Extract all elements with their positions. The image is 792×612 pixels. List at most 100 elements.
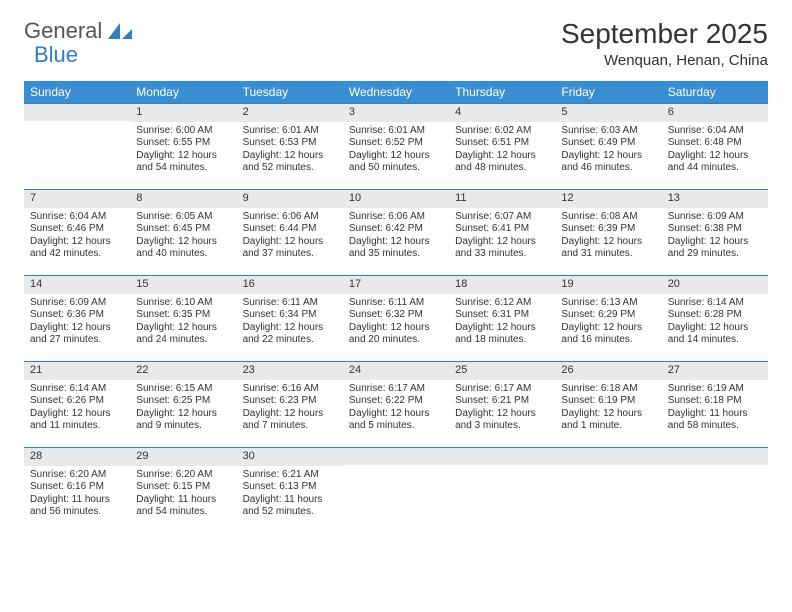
calendar-week-row: 14Sunrise: 6:09 AMSunset: 6:36 PMDayligh… [24, 275, 768, 361]
day-details: Sunrise: 6:09 AMSunset: 6:38 PMDaylight:… [662, 208, 768, 265]
weekday-header: Friday [555, 81, 661, 103]
sunset-line: Sunset: 6:26 PM [30, 395, 124, 408]
daylight-line: Daylight: 12 hours and 31 minutes. [561, 236, 655, 261]
sunrise-line: Sunrise: 6:21 AM [243, 469, 337, 482]
day-number: 29 [130, 447, 236, 466]
daylight-line: Daylight: 12 hours and 18 minutes. [455, 322, 549, 347]
day-number: 23 [237, 361, 343, 380]
daylight-line: Daylight: 12 hours and 54 minutes. [136, 150, 230, 175]
calendar-day-cell [24, 103, 130, 189]
day-number [555, 447, 661, 465]
day-details: Sunrise: 6:09 AMSunset: 6:36 PMDaylight:… [24, 294, 130, 351]
brand-logo: General [24, 18, 134, 44]
sunset-line: Sunset: 6:41 PM [455, 223, 549, 236]
day-number: 21 [24, 361, 130, 380]
day-number: 24 [343, 361, 449, 380]
calendar-day-cell: 10Sunrise: 6:06 AMSunset: 6:42 PMDayligh… [343, 189, 449, 275]
calendar-week-row: 7Sunrise: 6:04 AMSunset: 6:46 PMDaylight… [24, 189, 768, 275]
sunrise-line: Sunrise: 6:09 AM [668, 211, 762, 224]
sunset-line: Sunset: 6:44 PM [243, 223, 337, 236]
sunset-line: Sunset: 6:25 PM [136, 395, 230, 408]
day-details: Sunrise: 6:03 AMSunset: 6:49 PMDaylight:… [555, 122, 661, 179]
day-number: 7 [24, 189, 130, 208]
day-details: Sunrise: 6:20 AMSunset: 6:15 PMDaylight:… [130, 466, 236, 523]
weekday-header: Monday [130, 81, 236, 103]
daylight-line: Daylight: 11 hours and 52 minutes. [243, 494, 337, 519]
sunrise-line: Sunrise: 6:02 AM [455, 125, 549, 138]
day-number [343, 447, 449, 465]
day-number: 2 [237, 103, 343, 122]
calendar-day-cell: 19Sunrise: 6:13 AMSunset: 6:29 PMDayligh… [555, 275, 661, 361]
day-number [449, 447, 555, 465]
calendar-day-cell: 14Sunrise: 6:09 AMSunset: 6:36 PMDayligh… [24, 275, 130, 361]
day-number: 5 [555, 103, 661, 122]
sunset-line: Sunset: 6:35 PM [136, 309, 230, 322]
sunrise-line: Sunrise: 6:09 AM [30, 297, 124, 310]
weekday-header-row: Sunday Monday Tuesday Wednesday Thursday… [24, 81, 768, 103]
day-number [24, 103, 130, 121]
sunrise-line: Sunrise: 6:14 AM [668, 297, 762, 310]
sunset-line: Sunset: 6:39 PM [561, 223, 655, 236]
daylight-line: Daylight: 12 hours and 46 minutes. [561, 150, 655, 175]
calendar-day-cell: 17Sunrise: 6:11 AMSunset: 6:32 PMDayligh… [343, 275, 449, 361]
sunset-line: Sunset: 6:38 PM [668, 223, 762, 236]
day-number: 8 [130, 189, 236, 208]
sunset-line: Sunset: 6:48 PM [668, 137, 762, 150]
sunrise-line: Sunrise: 6:16 AM [243, 383, 337, 396]
day-details: Sunrise: 6:01 AMSunset: 6:53 PMDaylight:… [237, 122, 343, 179]
daylight-line: Daylight: 12 hours and 29 minutes. [668, 236, 762, 261]
daylight-line: Daylight: 12 hours and 52 minutes. [243, 150, 337, 175]
daylight-line: Daylight: 12 hours and 11 minutes. [30, 408, 124, 433]
calendar-day-cell [449, 447, 555, 533]
calendar-day-cell: 15Sunrise: 6:10 AMSunset: 6:35 PMDayligh… [130, 275, 236, 361]
sunrise-line: Sunrise: 6:06 AM [349, 211, 443, 224]
day-details: Sunrise: 6:01 AMSunset: 6:52 PMDaylight:… [343, 122, 449, 179]
sunrise-line: Sunrise: 6:00 AM [136, 125, 230, 138]
calendar-day-cell: 24Sunrise: 6:17 AMSunset: 6:22 PMDayligh… [343, 361, 449, 447]
day-details: Sunrise: 6:04 AMSunset: 6:48 PMDaylight:… [662, 122, 768, 179]
day-details: Sunrise: 6:04 AMSunset: 6:46 PMDaylight:… [24, 208, 130, 265]
daylight-line: Daylight: 12 hours and 37 minutes. [243, 236, 337, 261]
sunrise-line: Sunrise: 6:14 AM [30, 383, 124, 396]
calendar-day-cell: 23Sunrise: 6:16 AMSunset: 6:23 PMDayligh… [237, 361, 343, 447]
calendar-day-cell: 2Sunrise: 6:01 AMSunset: 6:53 PMDaylight… [237, 103, 343, 189]
sunrise-line: Sunrise: 6:08 AM [561, 211, 655, 224]
daylight-line: Daylight: 11 hours and 54 minutes. [136, 494, 230, 519]
calendar-day-cell: 7Sunrise: 6:04 AMSunset: 6:46 PMDaylight… [24, 189, 130, 275]
day-number: 27 [662, 361, 768, 380]
daylight-line: Daylight: 12 hours and 9 minutes. [136, 408, 230, 433]
sunset-line: Sunset: 6:31 PM [455, 309, 549, 322]
day-details: Sunrise: 6:08 AMSunset: 6:39 PMDaylight:… [555, 208, 661, 265]
day-details: Sunrise: 6:06 AMSunset: 6:42 PMDaylight:… [343, 208, 449, 265]
calendar-week-row: 21Sunrise: 6:14 AMSunset: 6:26 PMDayligh… [24, 361, 768, 447]
calendar-day-cell: 25Sunrise: 6:17 AMSunset: 6:21 PMDayligh… [449, 361, 555, 447]
sunrise-line: Sunrise: 6:17 AM [455, 383, 549, 396]
sunrise-line: Sunrise: 6:18 AM [561, 383, 655, 396]
calendar-day-cell: 30Sunrise: 6:21 AMSunset: 6:13 PMDayligh… [237, 447, 343, 533]
day-details: Sunrise: 6:19 AMSunset: 6:18 PMDaylight:… [662, 380, 768, 437]
calendar-day-cell: 5Sunrise: 6:03 AMSunset: 6:49 PMDaylight… [555, 103, 661, 189]
header: General September 2025 Wenquan, Henan, C… [24, 18, 768, 69]
daylight-line: Daylight: 12 hours and 44 minutes. [668, 150, 762, 175]
day-details: Sunrise: 6:17 AMSunset: 6:21 PMDaylight:… [449, 380, 555, 437]
day-details: Sunrise: 6:21 AMSunset: 6:13 PMDaylight:… [237, 466, 343, 523]
sunset-line: Sunset: 6:32 PM [349, 309, 443, 322]
calendar-day-cell: 16Sunrise: 6:11 AMSunset: 6:34 PMDayligh… [237, 275, 343, 361]
calendar-day-cell [343, 447, 449, 533]
daylight-line: Daylight: 12 hours and 16 minutes. [561, 322, 655, 347]
day-number: 30 [237, 447, 343, 466]
calendar-table: Sunday Monday Tuesday Wednesday Thursday… [24, 81, 768, 533]
daylight-line: Daylight: 12 hours and 20 minutes. [349, 322, 443, 347]
weekday-header: Thursday [449, 81, 555, 103]
sunrise-line: Sunrise: 6:13 AM [561, 297, 655, 310]
brand-part2: Blue [34, 42, 78, 68]
daylight-line: Daylight: 11 hours and 58 minutes. [668, 408, 762, 433]
calendar-day-cell: 29Sunrise: 6:20 AMSunset: 6:15 PMDayligh… [130, 447, 236, 533]
daylight-line: Daylight: 12 hours and 35 minutes. [349, 236, 443, 261]
daylight-line: Daylight: 12 hours and 3 minutes. [455, 408, 549, 433]
day-number: 9 [237, 189, 343, 208]
sunset-line: Sunset: 6:19 PM [561, 395, 655, 408]
daylight-line: Daylight: 12 hours and 5 minutes. [349, 408, 443, 433]
daylight-line: Daylight: 12 hours and 14 minutes. [668, 322, 762, 347]
sunrise-line: Sunrise: 6:04 AM [30, 211, 124, 224]
